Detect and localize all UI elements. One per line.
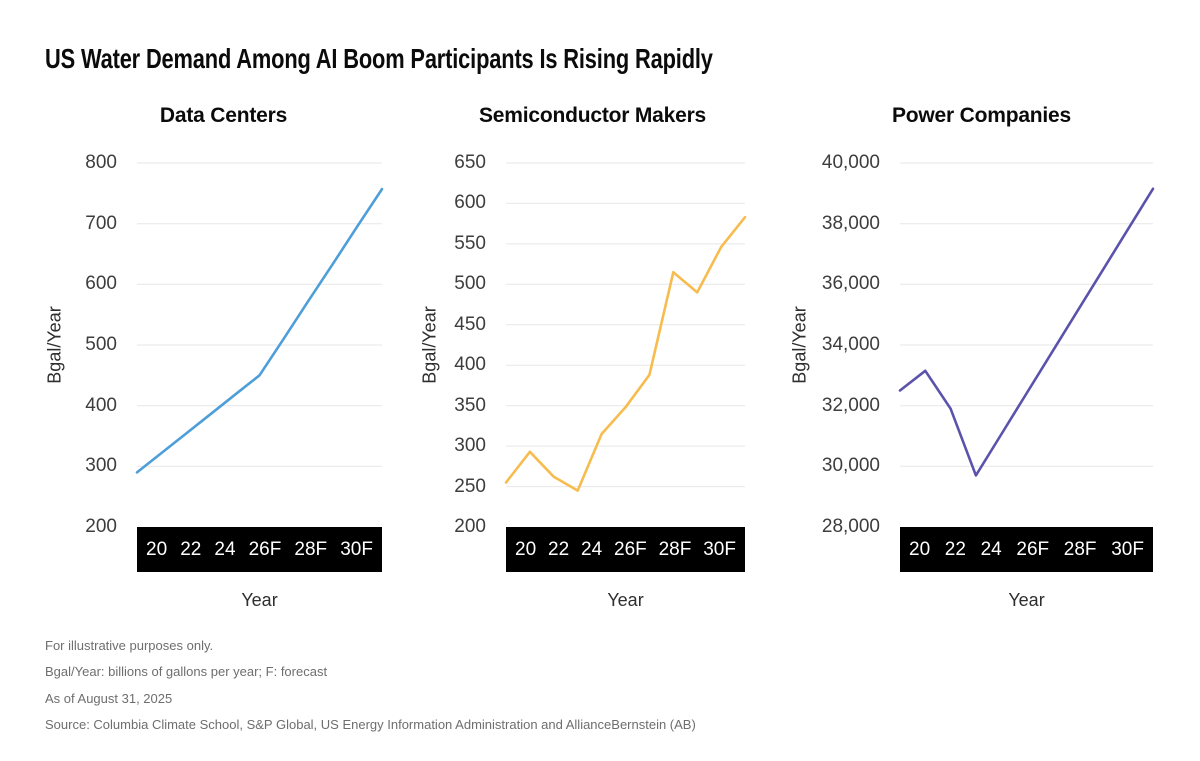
y-tick-label: 400 xyxy=(454,354,486,376)
x-tick-label: 28F xyxy=(1063,539,1097,560)
footnote-as-of-date: As of August 31, 2025 xyxy=(45,690,173,706)
x-tick-label: 28F xyxy=(294,539,328,560)
page-title: US Water Demand Among AI Boom Participan… xyxy=(45,43,713,74)
x-tick-label: 28F xyxy=(658,539,692,560)
x-tick-label: 22 xyxy=(180,539,202,560)
y-tick-label: 700 xyxy=(85,212,117,234)
y-axis-title: Bgal/Year xyxy=(419,306,440,384)
plot-area xyxy=(506,163,745,527)
x-tick-label: 26F xyxy=(248,539,282,560)
y-axis-ticks: 800 700 600 500 400 300 200 xyxy=(65,152,137,537)
y-axis-ticks: 40,000 38,000 36,000 34,000 32,000 30,000 28,0… xyxy=(810,152,900,537)
y-tick-label: 200 xyxy=(85,516,117,537)
y-tick-label: 600 xyxy=(85,273,117,295)
y-tick-label: 550 xyxy=(454,232,486,254)
chart-body: Bgal/Year 800 700 600 500 400 300 200 20 22 24 26… xyxy=(44,152,382,609)
y-tick-label: 200 xyxy=(454,516,486,537)
y-axis-ticks: 650 600 550 500 450 400 350 300 250 200 xyxy=(440,152,506,537)
plot-area xyxy=(137,163,382,527)
y-tick-label: 34,000 xyxy=(821,334,880,355)
y-tick-label: 300 xyxy=(85,455,117,477)
y-tick-label: 350 xyxy=(454,394,486,416)
y-tick-label: 32,000 xyxy=(821,394,880,416)
footnote-source: Source: Columbia Climate School, S&P Glo… xyxy=(45,716,696,732)
chart-semiconductor-makers: Semiconductor Makers Bgal/Year 650 600 550… xyxy=(420,105,745,609)
chart-data-centers: Data Centers Bgal/Year 800 700 600 500 400 30… xyxy=(45,105,382,609)
plot-area xyxy=(900,163,1153,527)
y-tick-label: 500 xyxy=(454,273,486,295)
x-axis-title: Year xyxy=(607,590,644,610)
y-tick-label: 30,000 xyxy=(821,455,880,477)
y-tick-label: 450 xyxy=(454,313,486,335)
x-tick-label: 22 xyxy=(548,539,570,560)
x-axis-title: Year xyxy=(1008,590,1045,610)
y-axis-title: Bgal/Year xyxy=(789,306,810,384)
x-tick-label: 26F xyxy=(1016,539,1050,560)
y-tick-label: 38,000 xyxy=(821,212,880,234)
chart-title: Power Companies xyxy=(891,104,1072,127)
x-axis-tick-box: 20 22 24 26F 28F 30F xyxy=(900,527,1153,572)
chart-body: Bgal/Year 650 600 550 500 450 400 350 300 250 200… xyxy=(419,152,745,609)
y-tick-label: 300 xyxy=(454,435,486,457)
x-tick-label: 20 xyxy=(909,539,931,560)
x-axis-tick-box: 20 22 24 26F 28F 30F xyxy=(137,527,382,572)
y-tick-label: 40,000 xyxy=(821,152,880,173)
y-tick-label: 400 xyxy=(85,394,117,416)
x-tick-label: 24 xyxy=(980,539,1002,560)
y-axis-title: Bgal/Year xyxy=(44,306,65,384)
x-tick-label: 30F xyxy=(1111,539,1144,560)
x-tick-label: 30F xyxy=(340,539,373,560)
x-tick-label: 22 xyxy=(944,539,966,560)
y-tick-label: 500 xyxy=(85,334,117,355)
charts-row: Data Centers Bgal/Year 800 700 600 500 400 30… xyxy=(45,105,1200,609)
y-tick-label: 800 xyxy=(85,152,117,173)
chart-body: Bgal/Year 40,000 38,000 36,000 34,000 32,000… xyxy=(789,152,1153,609)
series-line xyxy=(900,189,1153,476)
chart-title: Data Centers xyxy=(159,104,288,127)
x-tick-label: 26F xyxy=(614,539,647,560)
series-line xyxy=(137,189,382,472)
chart-title: Semiconductor Makers xyxy=(478,104,707,127)
footnotes: For illustrative purposes only. Bgal/Yea… xyxy=(45,638,1200,732)
y-tick-label: 28,000 xyxy=(821,516,880,537)
y-tick-label: 600 xyxy=(454,192,486,214)
plot-column: 20 22 24 26F 28F 30F Year xyxy=(506,163,745,609)
y-tick-label: 36,000 xyxy=(821,273,880,295)
footnote-illustrative: For illustrative purposes only. xyxy=(45,638,214,653)
y-tick-label: 250 xyxy=(454,475,486,497)
x-tick-label: 20 xyxy=(146,539,168,560)
x-axis-tick-box: 20 22 24 26F 28F 30F xyxy=(506,527,745,572)
y-tick-label: 650 xyxy=(454,152,486,173)
x-tick-label: 24 xyxy=(581,539,603,560)
series-line xyxy=(506,217,745,490)
x-tick-label: 24 xyxy=(214,539,236,560)
x-tick-label: 20 xyxy=(515,539,537,560)
plot-column: 20 22 24 26F 28F 30F Year xyxy=(900,163,1153,609)
footnote-definitions: Bgal/Year: billions of gallons per year;… xyxy=(45,664,328,680)
x-axis-title: Year xyxy=(241,590,278,610)
page: US Water Demand Among AI Boom Participan… xyxy=(45,43,1200,732)
x-tick-label: 30F xyxy=(703,539,736,560)
chart-power-companies: Power Companies Bgal/Year 40,000 38,000 36… xyxy=(790,105,1153,609)
plot-column: 20 22 24 26F 28F 30F Year xyxy=(137,163,382,609)
